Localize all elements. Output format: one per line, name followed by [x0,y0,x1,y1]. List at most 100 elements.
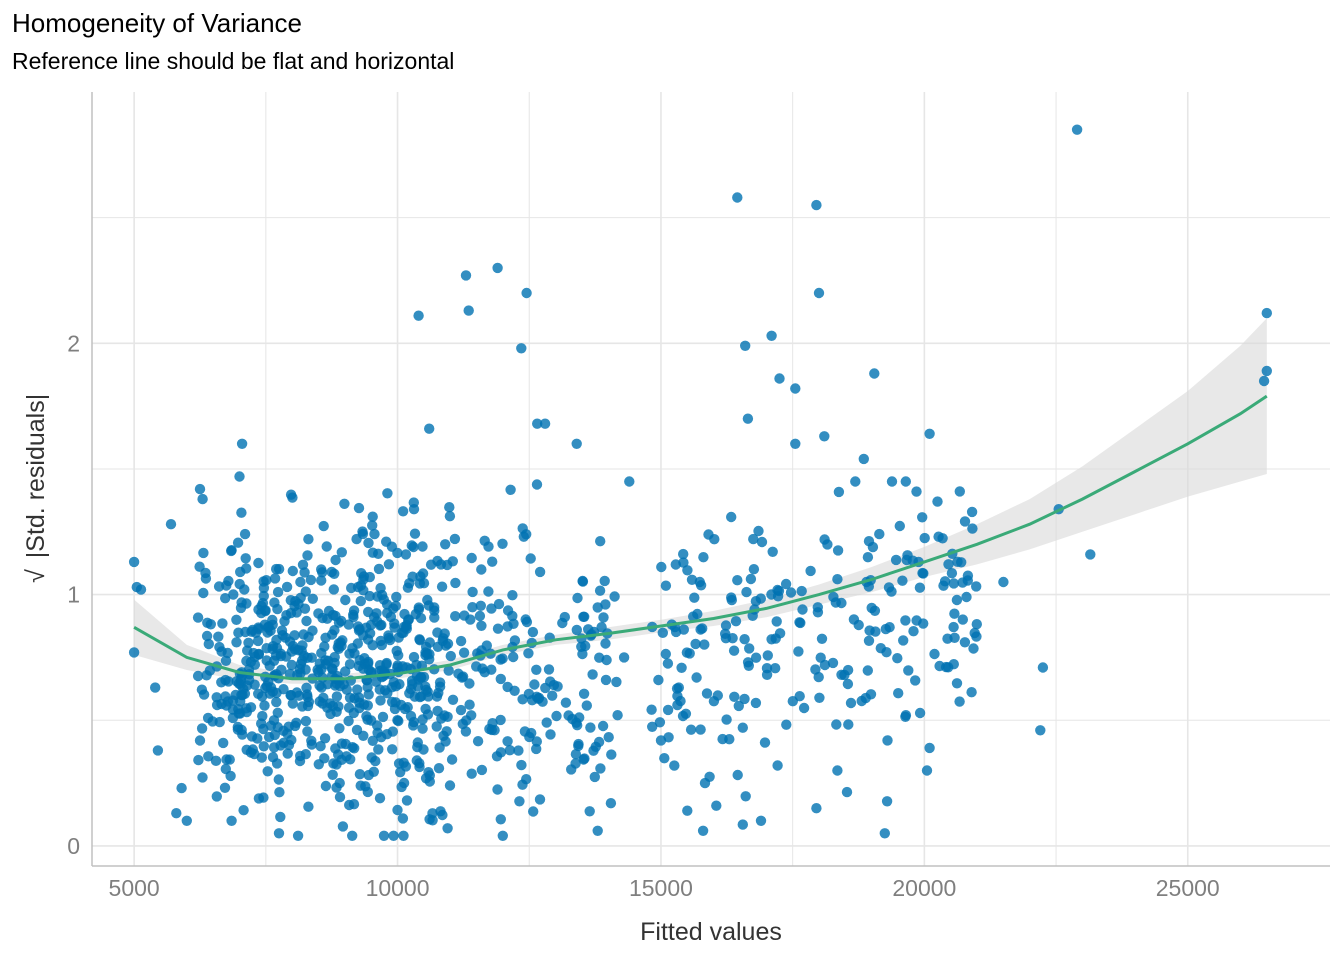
data-point [234,578,245,590]
data-point [489,725,500,736]
x-tick-label: 20000 [892,875,956,901]
data-point [521,529,532,540]
data-point [466,768,477,779]
data-point [336,547,347,558]
data-point [399,703,411,715]
data-point [534,566,546,578]
data-point [252,635,264,647]
data-point [391,591,402,603]
y-tick-label: 2 [67,330,80,356]
data-point [603,732,614,743]
data-point [408,651,420,663]
data-point [262,627,273,638]
data-point [810,664,821,675]
data-point [375,695,386,706]
x-tick-label: 10000 [366,875,430,901]
data-point [386,696,398,708]
data-point [531,736,542,747]
data-point [798,702,810,714]
data-point [732,575,743,586]
data-point [676,662,687,673]
data-point [599,575,610,587]
data-point [781,719,792,730]
data-point [239,528,251,540]
data-point [432,641,444,652]
data-point [319,733,331,744]
x-tick-label: 25000 [1156,875,1220,901]
data-point [436,581,448,592]
data-point [750,652,762,663]
data-point [733,700,744,712]
data-point [393,715,404,727]
data-point [767,546,778,557]
data-point [959,516,971,527]
data-point [398,757,409,768]
data-point [858,453,869,465]
data-point [495,673,506,685]
data-point [790,383,801,394]
data-point [766,634,777,645]
data-point [286,659,297,671]
data-point [356,568,367,579]
data-point [227,695,239,706]
data-point [281,581,293,593]
data-point [319,641,330,652]
data-point [900,710,912,721]
data-point [492,262,503,274]
data-point [269,573,281,584]
data-point [314,680,325,691]
data-point [223,676,234,687]
data-point [910,675,921,686]
data-point [584,806,595,817]
data-point [900,615,911,626]
data-point [495,714,506,726]
data-point [152,745,164,756]
data-point [476,564,487,575]
data-point [739,693,750,705]
data-point [247,744,258,755]
data-point [771,616,782,627]
data-point [414,578,426,589]
data-point [594,652,605,663]
data-point [258,792,269,803]
data-point [387,744,398,755]
data-point [742,413,754,424]
data-point [774,373,785,384]
data-point [547,690,558,701]
data-point [443,665,454,676]
data-point [220,655,232,666]
data-point [193,754,204,766]
data-point [881,796,893,807]
data-point [541,717,552,728]
data-point [866,602,877,614]
data-point [796,585,807,597]
data-point [946,568,958,579]
data-point [348,799,360,810]
data-point [423,691,434,702]
data-point [427,808,438,819]
data-point [951,594,963,606]
data-point [201,670,212,681]
data-point [289,600,300,612]
data-point [299,603,311,614]
data-point [755,593,766,604]
data-point [690,638,701,650]
data-point [919,532,930,544]
data-point [406,540,417,551]
data-point [417,723,428,734]
data-point [348,611,359,623]
data-point [863,581,874,592]
data-point [921,765,933,776]
data-point [903,665,914,676]
data-point [300,715,312,727]
data-point [334,777,345,789]
data-point [502,736,513,747]
data-point [587,669,598,680]
data-point [787,696,798,707]
data-point [364,590,375,602]
confidence-band [134,318,1267,684]
data-point [284,668,296,680]
data-point [398,777,410,789]
data-point [303,534,314,545]
data-point [271,563,282,575]
